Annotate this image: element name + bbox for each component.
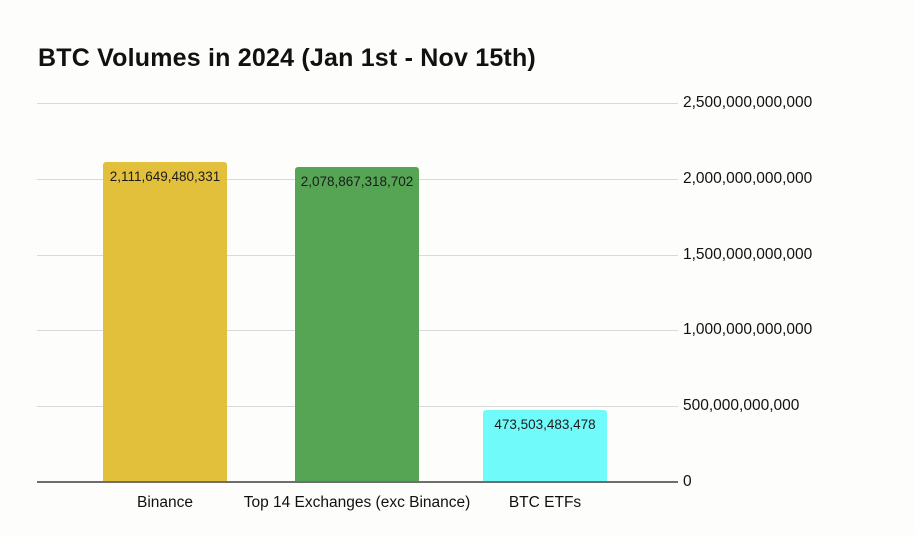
y-tick-label: 500,000,000,000 (683, 397, 800, 415)
chart-title: BTC Volumes in 2024 (Jan 1st - Nov 15th) (38, 44, 536, 72)
y-tick-label: 1,000,000,000,000 (683, 321, 813, 339)
x-axis-label-binance: Binance (136, 494, 194, 511)
y-tick-label: 1,500,000,000,000 (683, 245, 813, 263)
plot-area: 0 500,000,000,000 1,000,000,000,000 1,500,0… (37, 94, 812, 511)
bar-top-14-exchanges-exc-binance: 2,078,867,318,702 (295, 166, 419, 482)
bar-value-label: 473,503,483,478 (494, 417, 596, 433)
x-axis-baseline (37, 481, 678, 483)
y-tick-label: 2,500,000,000,000 (683, 94, 813, 111)
bar-value-label: 2,111,649,480,331 (109, 168, 221, 184)
y-gridline (37, 103, 678, 104)
y-tick-label: 2,000,000,000,000 (683, 169, 813, 187)
y-tick-label: 0 (683, 473, 692, 490)
bar-value-label: 2,078,867,318,702 (300, 173, 414, 189)
bar-btc-etfs: 473,503,483,478 (483, 410, 607, 482)
x-axis-label-btc-etfs: BTC ETFs (508, 494, 582, 511)
x-axis-label-top-14-exchanges-exc-binance: Top 14 Exchanges (exc Binance) (243, 494, 471, 511)
bar-binance: 2,111,649,480,331 (103, 161, 227, 482)
